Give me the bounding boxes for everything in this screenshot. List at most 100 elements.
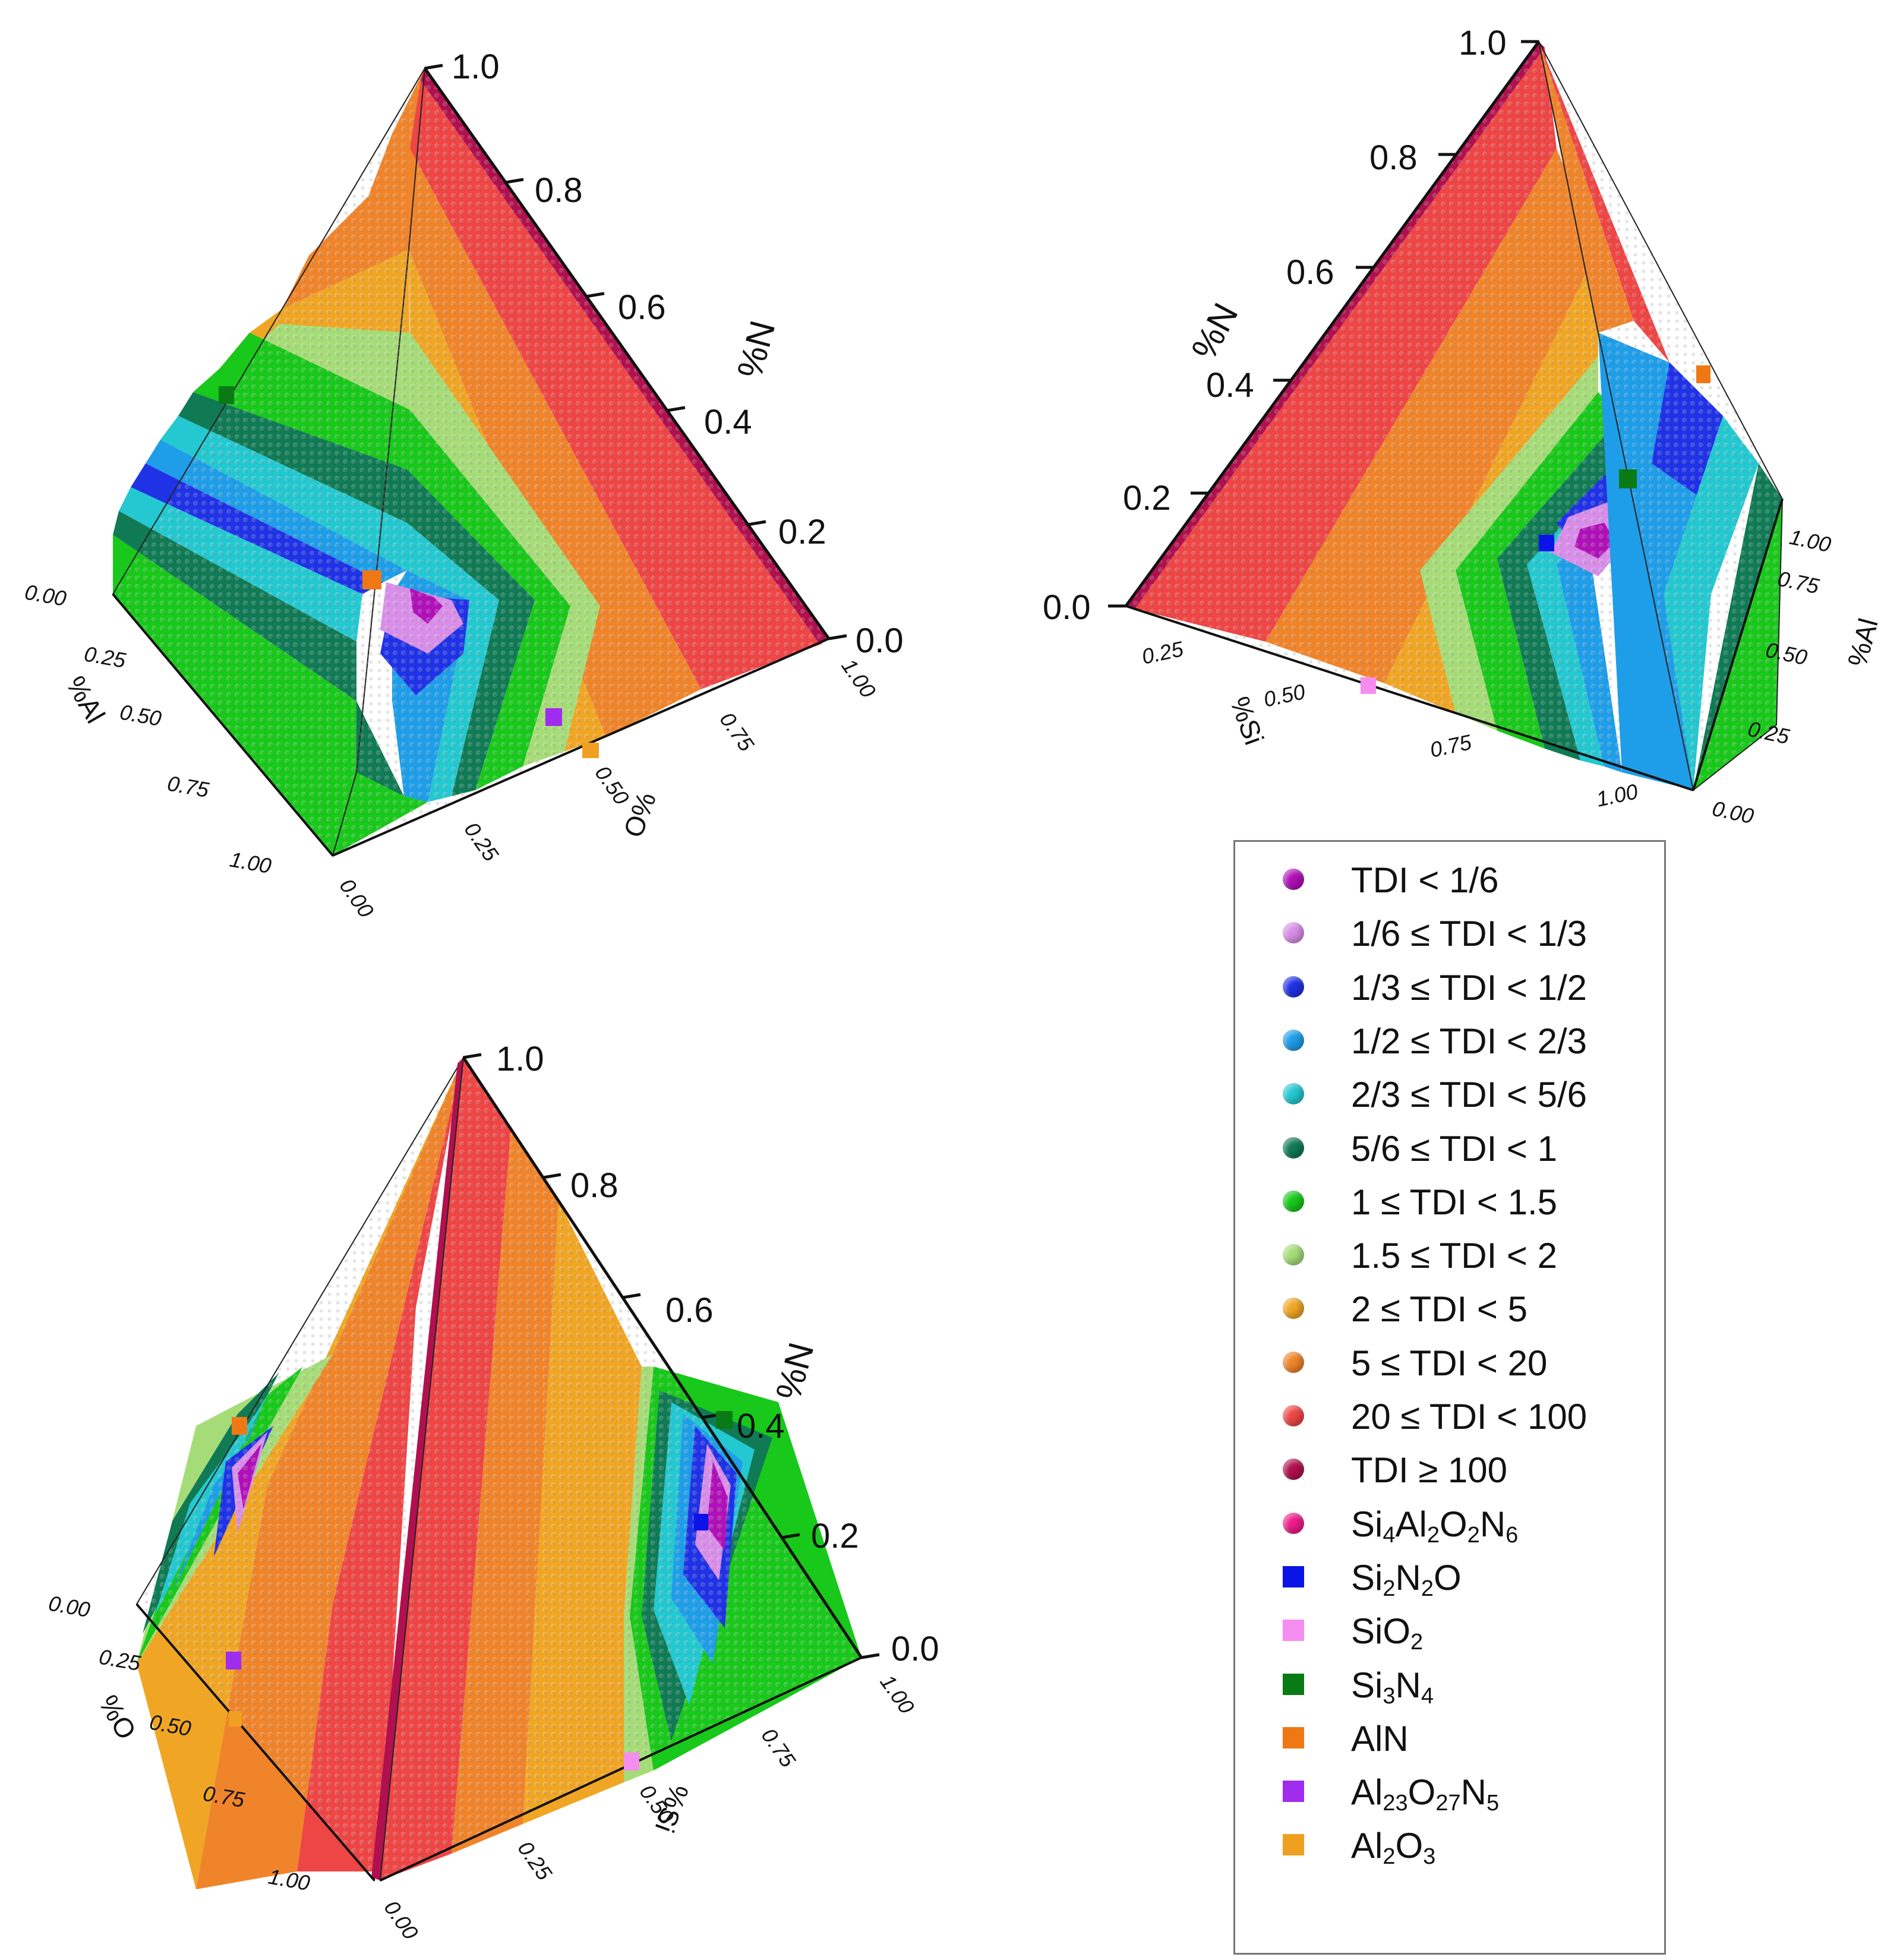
n-tick-label: 1.0	[452, 48, 500, 86]
sphere-marker-icon	[1283, 1405, 1304, 1426]
n-tick-label: 0.8	[570, 1166, 618, 1205]
n-tick-label: 0.0	[891, 1630, 939, 1668]
sphere-marker-icon	[1283, 869, 1304, 890]
panel3-left-face	[135, 1057, 464, 1889]
legend-item: 2/3 ≤ TDI < 5/6	[1235, 1067, 1664, 1121]
legend-label: 1/3 ≤ TDI < 1/2	[1351, 967, 1588, 1008]
sphere-marker-icon	[1283, 1190, 1304, 1212]
legend-item: 1/3 ≤ TDI < 1/2	[1235, 960, 1664, 1014]
square-marker-icon	[1283, 1781, 1304, 1803]
o-tick-label: 0.25	[97, 1645, 143, 1676]
legend-item: 2 ≤ TDI < 5	[1235, 1282, 1664, 1335]
o-axis-label: %O	[93, 1690, 142, 1744]
legend-label: 1 ≤ TDI < 1.5	[1351, 1182, 1557, 1222]
al-tick-label: 0.75	[1775, 566, 1822, 599]
square-marker-icon	[1283, 1620, 1304, 1642]
legend-label: 5/6 ≤ TDI < 1	[1351, 1128, 1557, 1169]
sphere-marker-icon	[1283, 976, 1304, 998]
legend-label: 1.5 ≤ TDI < 2	[1351, 1236, 1557, 1276]
panel3-right-face	[371, 1056, 863, 1882]
legend-item: 1 ≤ TDI < 1.5	[1235, 1175, 1664, 1228]
legend-label: Al2O3	[1351, 1826, 1436, 1870]
legend-label: Al23O27N5	[1351, 1772, 1500, 1816]
legend-label: Si4Al2O2N6	[1351, 1504, 1519, 1548]
ternary-panel-3: 1.0 0.8 0.6 0.4 0.2 0.0 %N 0.00 0.25 0.5…	[47, 1040, 939, 1944]
legend-label: Si3N4	[1351, 1665, 1434, 1709]
n-tick	[828, 634, 847, 640]
legend-item: TDI < 1/6	[1235, 853, 1664, 906]
legend-item: Si4Al2O2N6	[1235, 1497, 1664, 1550]
n-tick	[542, 1173, 561, 1179]
legend-item: 1/2 ≤ TDI < 2/3	[1235, 1014, 1664, 1067]
marker-aln	[1696, 365, 1710, 383]
square-marker-icon	[1283, 1673, 1304, 1695]
n-tick	[505, 178, 524, 184]
sphere-marker-icon	[1283, 1244, 1304, 1266]
legend-label: 1/6 ≤ TDI < 1/3	[1351, 914, 1588, 954]
n-tick	[861, 1653, 880, 1659]
al-tick-label: 0.00	[1710, 796, 1756, 829]
n-tick	[781, 1533, 800, 1539]
n-axis-label: %N	[1183, 296, 1246, 366]
panel1-left-face	[112, 68, 434, 857]
al-tick-label: 0.25	[83, 642, 128, 673]
n-tick-label: 0.6	[618, 288, 666, 327]
o-tick-label: 0.75	[715, 708, 759, 756]
sphere-marker-icon	[1283, 1351, 1304, 1373]
si-tick-label: 0.25	[513, 1836, 557, 1885]
si-tick-label: 0.25	[1140, 636, 1186, 669]
legend-item: 5 ≤ TDI < 20	[1235, 1336, 1664, 1389]
n-tick-label: 1.0	[496, 1040, 544, 1078]
al-tick-label: 0.75	[166, 771, 212, 803]
si-axis-line	[380, 1656, 862, 1882]
si-tick-label: 1.00	[1594, 779, 1640, 812]
panel2-n-axis: 1.0 0.8 0.6 0.4 0.2 0.0 %N	[1043, 24, 1541, 627]
al-axis-label: %Al	[1841, 615, 1881, 670]
o-axis-line	[135, 1603, 375, 1882]
sphere-marker-icon	[1283, 922, 1304, 944]
n-tick-label: 0.4	[737, 1407, 785, 1445]
n-tick-label: 0.6	[665, 1291, 714, 1330]
si-tick-label: 0.50	[1261, 679, 1307, 712]
n-tick-label: 1.0	[1459, 24, 1507, 62]
legend-item: Al23O27N5	[1235, 1765, 1664, 1818]
legend-label: Si2N2O	[1351, 1557, 1462, 1601]
n-tick-label: 0.8	[535, 171, 583, 210]
square-marker-icon	[1283, 1834, 1304, 1856]
legend-item: AlN	[1235, 1711, 1664, 1765]
n-axis-line	[423, 67, 831, 640]
legend-item: SiO2	[1235, 1604, 1664, 1657]
al-tick-label: 1.00	[1787, 525, 1833, 557]
al-axis-line	[112, 593, 334, 857]
n-tick	[463, 1053, 482, 1059]
n-tick-label: 0.4	[1206, 366, 1254, 405]
legend-item: Si3N4	[1235, 1658, 1664, 1711]
legend-label: 2/3 ≤ TDI < 5/6	[1351, 1075, 1588, 1115]
sphere-marker-icon	[1283, 1298, 1304, 1320]
n-axis-label: %N	[768, 1339, 822, 1404]
al-tick-label: 1.00	[228, 847, 273, 879]
si-tick-label: 0.75	[756, 1724, 800, 1772]
marker-al2o3	[229, 1711, 242, 1727]
marker-al23o27n5	[226, 1652, 241, 1669]
ternary-panel-2: 1.0 0.8 0.6 0.4 0.2 0.0 %N 0.25 0.50 0.7…	[1043, 24, 1881, 828]
ternary-panel-1: 1.0 0.8 0.6 0.4 0.2 0.0 %N 0.00 0.25 0.5…	[23, 48, 904, 922]
marker-si3n4	[219, 386, 234, 404]
sphere-marker-icon	[1283, 1512, 1304, 1534]
n-tick-label: 0.0	[1043, 588, 1091, 627]
marker-si3n4	[716, 1411, 733, 1429]
legend-item: 1/6 ≤ TDI < 1/3	[1235, 906, 1664, 960]
legend-item: 5/6 ≤ TDI < 1	[1235, 1121, 1664, 1175]
legend-item: Al2O3	[1235, 1818, 1664, 1871]
square-marker-icon	[1283, 1727, 1304, 1748]
n-axis-line	[462, 1056, 863, 1659]
legend-label: 5 ≤ TDI < 20	[1351, 1343, 1548, 1383]
marker-sio2	[624, 1753, 639, 1770]
si-tick-label: 1.00	[875, 1670, 919, 1718]
n-axis-label: %N	[730, 317, 783, 383]
n-tick-label: 0.4	[704, 403, 752, 441]
legend-label: TDI ≥ 100	[1351, 1450, 1508, 1491]
n-tick	[424, 64, 443, 70]
n-tick-label: 0.2	[1123, 479, 1171, 517]
